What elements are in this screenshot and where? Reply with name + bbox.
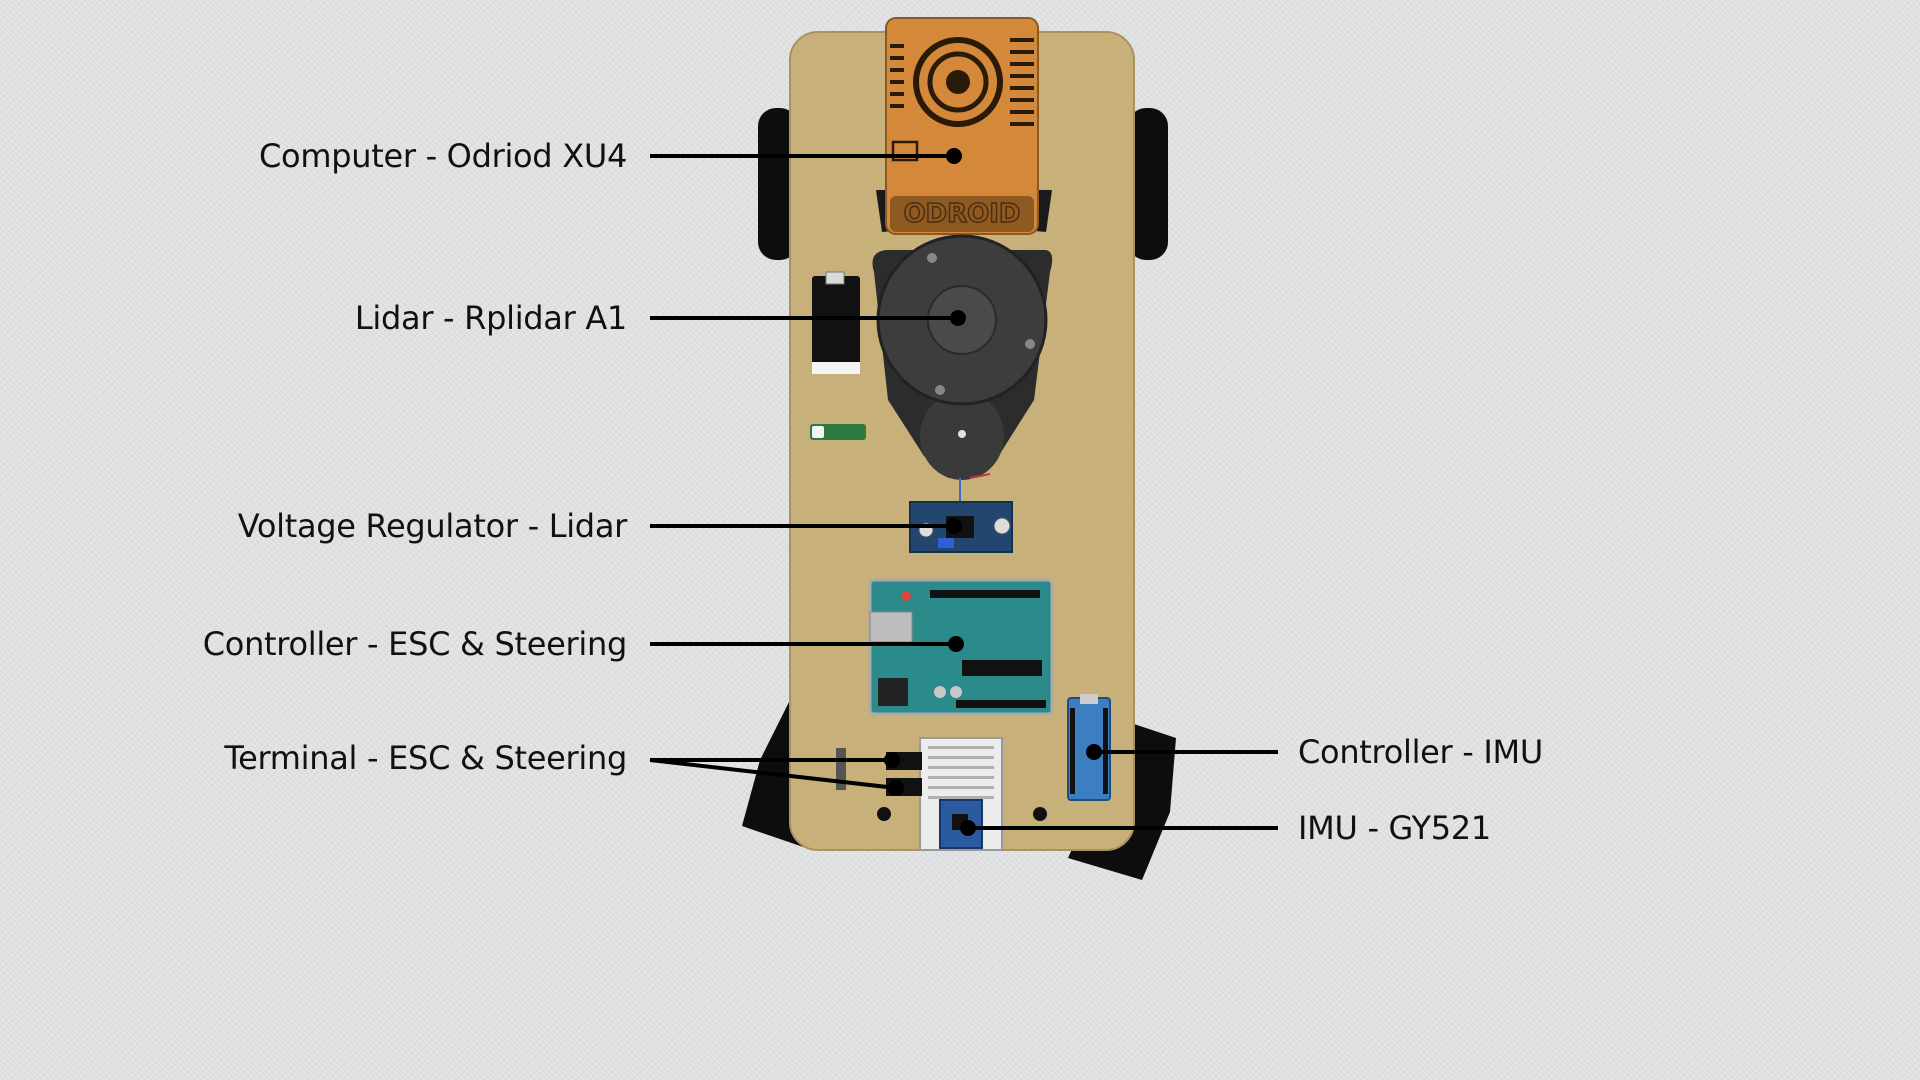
- arduino-header-bottom: [956, 700, 1046, 708]
- leader-lidar-dot: [950, 310, 966, 326]
- power-switch: [810, 424, 866, 440]
- lidar-adapter-board: [812, 276, 860, 374]
- label-controller-imu: Controller - IMU: [1298, 733, 1543, 771]
- mount-hole-left: [877, 807, 891, 821]
- label-imu: IMU - GY521: [1298, 809, 1491, 847]
- regulator-pot: [938, 538, 954, 548]
- regulator-cap-right: [993, 517, 1011, 535]
- front-right-wheel: [1128, 108, 1168, 260]
- leader-terminal-2-dot: [888, 780, 904, 796]
- vent-slots-right: [1010, 38, 1034, 126]
- regulator-wire-red: [969, 473, 991, 479]
- lidar-adapter-usb: [825, 271, 845, 285]
- leader-terminal-2: [649, 758, 897, 790]
- lidar-screw-4: [958, 430, 966, 438]
- leader-terminal-1-dot: [884, 752, 900, 768]
- fan-mid-ring: [927, 51, 989, 113]
- nano-header-left: [1070, 708, 1075, 794]
- arduino-header-top: [930, 590, 1040, 598]
- leader-controller-imu-dot: [1086, 744, 1102, 760]
- computer-case-bottom: [890, 196, 1034, 232]
- switch-knob: [812, 426, 824, 438]
- leader-controller-esc-dot: [948, 636, 964, 652]
- computer-brand-emboss: ODROID: [903, 199, 1020, 229]
- terminal-pins: [836, 748, 846, 790]
- vent-slots-left: [890, 44, 904, 108]
- fan-hub: [946, 70, 970, 94]
- arduino-cap-1: [934, 686, 946, 698]
- leader-regulator-dot: [946, 518, 962, 534]
- leader-lines: [649, 148, 1278, 836]
- arduino-power-jack: [878, 678, 908, 706]
- computer-connector: [891, 140, 919, 162]
- breadboard: [919, 737, 1003, 851]
- arduino-reset-button: [901, 591, 911, 601]
- leader-computer-dot: [946, 148, 962, 164]
- front-left-wheel: [758, 108, 798, 260]
- lidar-adapter-pins: [812, 362, 860, 374]
- breadboard-holes: [928, 746, 994, 799]
- lidar-screw-2: [1025, 339, 1035, 349]
- label-lidar: Lidar - Rplidar A1: [354, 299, 627, 337]
- computer-odroid: ODROID: [876, 17, 1052, 235]
- leader-imu-dot: [960, 820, 976, 836]
- mount-hole-right: [1033, 807, 1047, 821]
- fan-outer-ring: [913, 37, 1003, 127]
- arduino-mcu-chip: [962, 660, 1042, 676]
- arduino-usb-port: [869, 611, 913, 643]
- label-regulator: Voltage Regulator - Lidar: [237, 507, 628, 545]
- lidar-screw-3: [935, 385, 945, 395]
- arduino-cap-2: [950, 686, 962, 698]
- lidar-screw-1: [927, 253, 937, 263]
- label-controller-esc: Controller - ESC & Steering: [202, 625, 628, 663]
- nano-usb: [1080, 694, 1098, 704]
- label-computer: Computer - Odriod XU4: [259, 137, 627, 175]
- label-terminal: Terminal - ESC & Steering: [224, 739, 627, 777]
